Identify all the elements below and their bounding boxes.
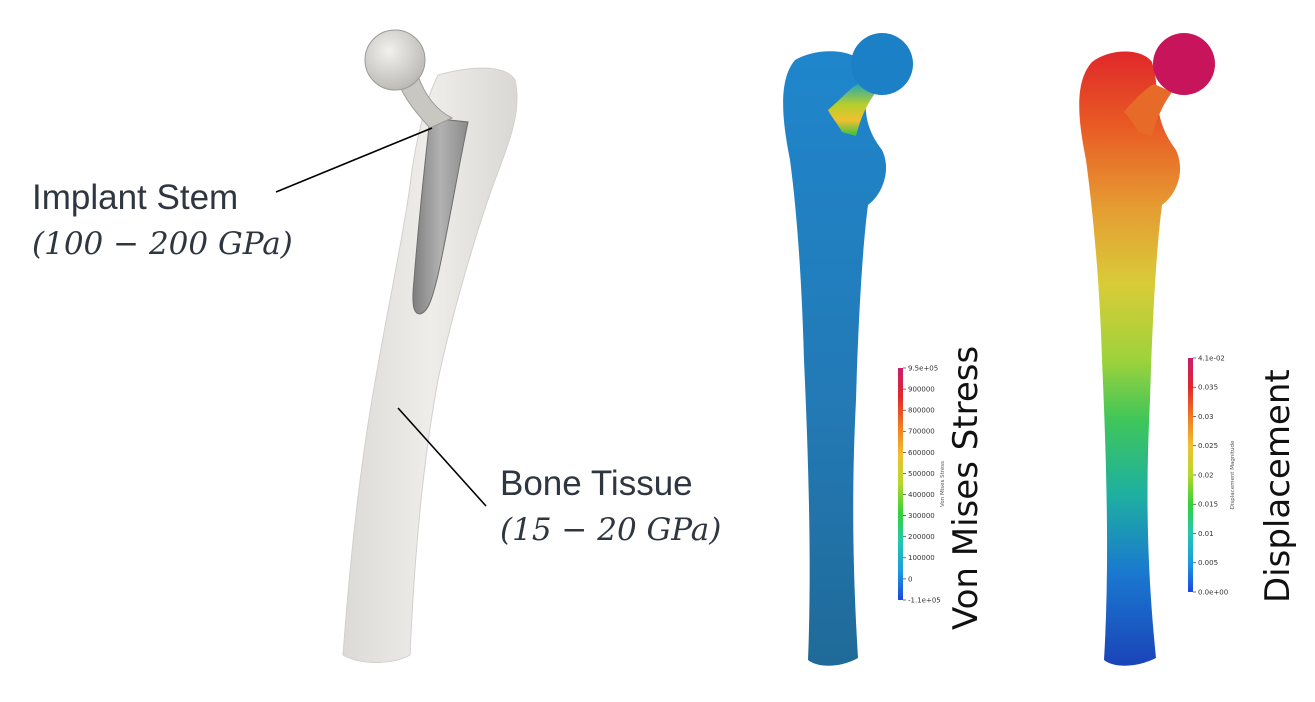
stress-colorbar-tick-label: 0 [908, 575, 912, 583]
displacement-colorbar-tick-label: 0.02 [1198, 471, 1214, 479]
displacement-femur-body [1079, 51, 1181, 666]
stress-colorbar-tick-label: 700000 [908, 428, 935, 436]
stress-colorbar-tick-label: 800000 [908, 407, 935, 415]
stress-panel-title: Von Mises Stress [946, 345, 986, 630]
stress-colorbar-bar [898, 368, 903, 600]
bone-leader-line [397, 407, 487, 507]
stress-neck-region [828, 84, 876, 136]
stress-ball-head [851, 33, 913, 95]
implant-leader-line [275, 127, 433, 193]
implant-stem-shape [412, 117, 469, 315]
stress-colorbar: 9.5e+05 900000 800000 700000 600000 500000 400… [898, 364, 946, 604]
displacement-colorbar-tick-label: 0.015 [1198, 501, 1218, 509]
stress-colorbar-tick-label: 200000 [908, 533, 935, 541]
stress-colorbar-tick-label: 400000 [908, 491, 935, 499]
bone-tissue-shape [342, 67, 518, 663]
displacement-ball-head [1153, 33, 1215, 95]
displacement-colorbar-tick-label: 0.025 [1198, 442, 1218, 450]
stress-colorbar-tick-label: 500000 [908, 470, 935, 478]
bone-tissue-label: Bone Tissue [500, 464, 693, 503]
displacement-colorbar-tick-label: 0.01 [1198, 530, 1214, 538]
implant-stem-modulus: (100 − 200 GPa) [32, 226, 293, 262]
displacement-colorbar-tick-label: 4.1e-02 [1198, 354, 1225, 362]
implant-ball-head [364, 29, 426, 91]
displacement-colorbar: 4.1e-02 0.035 0.03 0.025 0.02 0.015 0.01 0.005 0… [1188, 354, 1236, 596]
bone-tissue-modulus: (15 − 20 GPa) [500, 512, 722, 548]
displacement-colorbar-title: Displacement Magnitude [1230, 440, 1236, 509]
implant-stem-label: Implant Stem [32, 178, 239, 217]
stress-colorbar-title: Von Mises Stress [940, 461, 946, 507]
displacement-colorbar-tick-label: 0.005 [1198, 559, 1218, 567]
stress-colorbar-tick-label: 300000 [908, 512, 935, 520]
stress-colorbar-tick-label: -1.1e+05 [908, 596, 941, 604]
stress-femur-body [783, 51, 887, 666]
displacement-colorbar-tick-label: 0.03 [1198, 413, 1214, 421]
displacement-colorbar-tick-label: 0.035 [1198, 384, 1218, 392]
stress-colorbar-tick-label: 100000 [908, 554, 935, 562]
stress-colorbar-tick-label: 9.5e+05 [908, 364, 938, 372]
displacement-colorbar-tick-label: 0.0e+00 [1198, 588, 1228, 596]
implant-neck-shape [397, 75, 454, 129]
displacement-colorbar-bar [1188, 358, 1193, 592]
stress-colorbar-tick-label: 600000 [908, 449, 935, 457]
displacement-neck-region [1124, 84, 1172, 136]
stress-colorbar-tick-label: 900000 [908, 385, 935, 393]
displacement-panel-title: Displacement [1258, 369, 1298, 603]
